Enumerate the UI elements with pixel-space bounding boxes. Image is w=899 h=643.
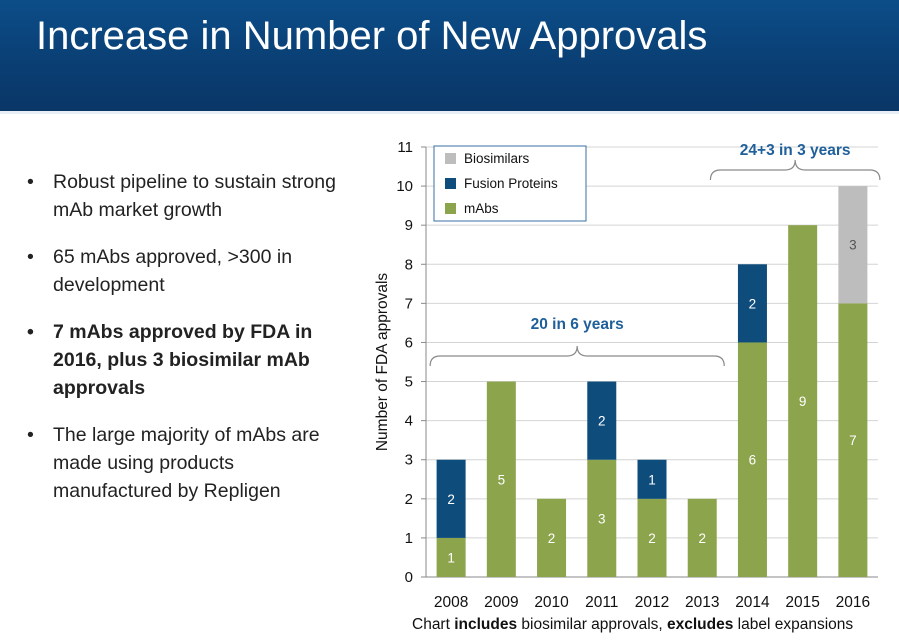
bar-segment xyxy=(436,459,466,538)
slide-title: Increase in Number of New Approvals xyxy=(36,14,708,58)
legend-swatch xyxy=(445,203,456,214)
bullet-text: 7 mAbs approved by FDA in 2016, plus 3 b… xyxy=(53,321,313,399)
footnote-emphasis: includes xyxy=(454,616,518,633)
x-tick-label: 2014 xyxy=(735,594,770,611)
bar-segment xyxy=(637,459,667,499)
y-tick-label: 6 xyxy=(405,334,413,351)
bullet-item: • 7 mAbs approved by FDA in 2016, plus 3 … xyxy=(24,318,354,402)
bullet-item: • 65 mAbs approved, >300 in development xyxy=(24,243,354,299)
annotation-brace xyxy=(429,345,725,367)
x-tick-label: 2016 xyxy=(836,594,870,611)
legend-label: mAbs xyxy=(464,201,499,216)
bar-segment xyxy=(637,498,667,577)
footnote-emphasis: excludes xyxy=(667,616,734,633)
chart-footnote: Chart includes biosimilar approvals, exc… xyxy=(412,616,853,634)
bar-segment xyxy=(788,225,818,577)
x-tick-label: 2015 xyxy=(785,594,819,611)
bar-segment xyxy=(737,264,767,343)
data-label: 2 xyxy=(749,296,757,311)
legend-swatch xyxy=(445,178,456,189)
data-label: 6 xyxy=(749,453,757,468)
bullet-dot: • xyxy=(27,171,34,193)
bar-segment xyxy=(486,381,516,577)
data-label: 2 xyxy=(447,492,455,507)
y-axis-title: Number of FDA approvals xyxy=(374,273,391,452)
y-tick-label: 4 xyxy=(405,413,413,430)
y-tick-label: 1 xyxy=(405,530,413,547)
bar-segment xyxy=(587,381,617,460)
data-label: 1 xyxy=(447,550,455,565)
data-label: 7 xyxy=(849,433,857,448)
bar-segment xyxy=(436,537,466,577)
bar-segment xyxy=(737,342,767,577)
legend-swatch xyxy=(445,153,456,164)
bullet-text: Robust pipeline to sustain strong mAb ma… xyxy=(53,171,336,221)
x-tick-label: 2009 xyxy=(484,594,518,611)
x-tick-label: 2012 xyxy=(635,594,669,611)
data-label: 2 xyxy=(698,531,706,546)
y-tick-label: 0 xyxy=(405,569,413,586)
y-tick-label: 2 xyxy=(405,491,413,508)
legend-box xyxy=(433,145,587,222)
y-tick-label: 11 xyxy=(397,139,413,156)
bullet-dot: • xyxy=(27,424,34,446)
data-label: 2 xyxy=(598,414,606,429)
bar-segment xyxy=(587,459,617,577)
footnote-text: biosimilar approvals, xyxy=(517,616,668,633)
bullet-item: • Robust pipeline to sustain strong mAb m… xyxy=(24,168,354,224)
bar-segment xyxy=(838,186,868,304)
x-tick-label: 2011 xyxy=(585,594,618,611)
y-tick-label: 7 xyxy=(405,295,413,312)
legend-label: Fusion Proteins xyxy=(464,176,558,191)
bullet-text: The large majority of mAbs are made usin… xyxy=(53,424,320,502)
x-tick-label: 2010 xyxy=(534,594,569,611)
y-tick-label: 10 xyxy=(396,178,413,195)
y-tick-label: 8 xyxy=(405,256,413,273)
bar-segment xyxy=(687,498,717,577)
footnote-text: label expansions xyxy=(733,616,854,633)
legend-label: Biosimilars xyxy=(464,151,530,166)
x-tick-label: 2013 xyxy=(685,594,719,611)
title-bar: Increase in Number of New Approvals xyxy=(0,0,899,114)
data-label: 3 xyxy=(598,511,606,526)
x-tick-label: 2008 xyxy=(434,594,468,611)
bar-segment xyxy=(537,498,567,577)
data-label: 2 xyxy=(648,531,656,546)
bullet-dot: • xyxy=(27,321,34,343)
annotation-label: 24+3 in 3 years xyxy=(740,142,851,159)
title-bar-rule xyxy=(0,111,899,114)
data-label: 9 xyxy=(799,394,807,409)
data-label: 1 xyxy=(648,472,656,487)
data-label: 2 xyxy=(548,531,556,546)
bar-segment xyxy=(838,303,868,577)
annotation-label: 20 in 6 years xyxy=(531,316,624,333)
y-tick-label: 3 xyxy=(405,452,413,469)
bullet-dot: • xyxy=(27,246,34,268)
annotation-brace xyxy=(709,159,881,181)
data-label: 3 xyxy=(849,238,857,253)
y-tick-label: 5 xyxy=(405,374,413,391)
bullet-list: • Robust pipeline to sustain strong mAb m… xyxy=(24,168,354,524)
bullet-item: • The large majority of mAbs are made usi… xyxy=(24,421,354,505)
y-tick-label: 9 xyxy=(405,217,413,234)
bullet-text: 65 mAbs approved, >300 in development xyxy=(53,246,293,296)
data-label: 5 xyxy=(498,472,506,487)
footnote-text: Chart xyxy=(412,616,455,633)
